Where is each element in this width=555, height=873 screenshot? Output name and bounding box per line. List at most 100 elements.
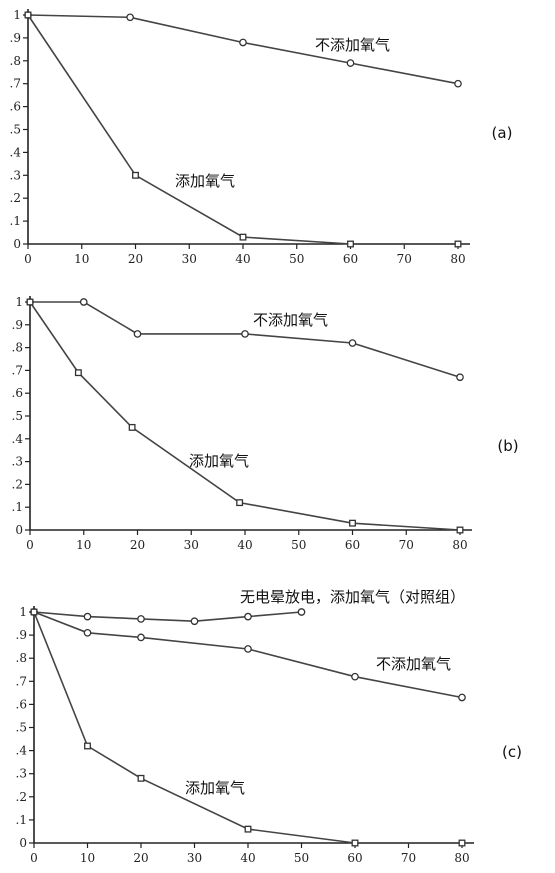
x-tick-label: 70: [401, 851, 416, 865]
y-tick-label: .2: [16, 790, 27, 804]
data-point: [137, 615, 145, 623]
data-point: [351, 672, 359, 681]
data-point: [297, 608, 306, 616]
y-tick-label: 1: [13, 8, 21, 22]
x-tick-label: 70: [397, 252, 412, 266]
x-tick-label: 0: [24, 252, 32, 266]
data-point: [456, 373, 464, 382]
x-tick-label: 20: [133, 851, 148, 865]
y-tick-label: 0: [13, 237, 21, 251]
y-tick-label: .3: [10, 168, 21, 182]
data-point: [30, 608, 38, 616]
series-label: 不添加氧气: [376, 655, 451, 673]
y-tick-label: .8: [12, 341, 23, 355]
data-point: [346, 59, 355, 67]
data-point: [244, 645, 252, 653]
series-label: 添加氧气: [175, 172, 235, 190]
x-tick-label: 10: [76, 538, 91, 552]
y-tick-label: .5: [10, 123, 21, 137]
series-label: 不添加氧气: [315, 36, 390, 54]
series-line: [33, 611, 463, 699]
data-point: [137, 633, 145, 642]
data-point: [128, 423, 136, 431]
y-tick-label: .6: [10, 100, 21, 114]
panel-label: (b): [497, 437, 518, 455]
y-tick-label: .7: [12, 363, 23, 377]
x-tick-label: 40: [235, 252, 250, 266]
x-tick-label: 50: [289, 252, 304, 266]
series-line: [33, 611, 462, 844]
data-point: [190, 617, 199, 626]
y-tick-label: .4: [12, 432, 24, 446]
x-tick-label: 10: [80, 851, 95, 865]
x-tick-label: 40: [237, 538, 252, 552]
y-tick-label: .7: [16, 674, 27, 688]
y-tick-label: .6: [12, 386, 23, 400]
data-point: [351, 839, 359, 847]
x-tick-label: 50: [291, 538, 306, 552]
series-line: [27, 14, 458, 245]
data-point: [239, 38, 247, 47]
series-2: [26, 298, 464, 534]
data-point: [133, 330, 142, 338]
data-point: [83, 628, 92, 637]
data-point: [458, 693, 466, 702]
y-tick-label: .3: [16, 767, 27, 781]
y-tick-label: .3: [12, 455, 23, 469]
data-point: [244, 612, 252, 621]
x-tick-label: 60: [343, 252, 358, 266]
x-tick-label: 20: [128, 252, 143, 266]
x-tick-label: 80: [454, 851, 469, 865]
y-tick-label: .2: [10, 191, 21, 205]
data-point: [454, 240, 462, 248]
series-label: 添加氧气: [185, 779, 245, 797]
data-point: [458, 839, 466, 847]
data-point: [349, 519, 356, 527]
data-point: [454, 79, 462, 88]
data-point: [26, 298, 34, 306]
x-tick-label: 80: [452, 538, 467, 552]
y-tick-label: 0: [15, 523, 23, 537]
data-point: [456, 526, 464, 534]
y-tick-label: .1: [16, 813, 27, 827]
chart-panel-2: 0.1.2.3.4.5.6.7.8.910 10 20 30 40 50 60 70 80不添加…: [12, 295, 519, 552]
data-point: [347, 240, 354, 248]
data-point: [24, 11, 32, 19]
x-tick-label: 0: [30, 851, 38, 865]
series-label: 不添加氧气: [253, 311, 328, 329]
y-tick-label: .4: [10, 145, 22, 159]
data-point: [236, 499, 244, 507]
x-tick-label: 30: [187, 851, 202, 865]
series-label: 无电晕放电，添加氧气（对照组）: [240, 588, 465, 606]
data-point: [83, 612, 92, 621]
x-tick-label: 50: [294, 851, 309, 865]
series-label: 添加氧气: [189, 452, 249, 470]
series-1: [24, 11, 462, 88]
data-point: [74, 369, 82, 377]
series-1: [26, 298, 464, 382]
series-1: [30, 608, 306, 626]
chart-panel-1: 0.1.2.3.4.5.6.7.8.910 10 20 30 40 50 60 70 80不添加…: [10, 8, 513, 266]
series-line: [29, 301, 461, 531]
y-tick-label: 1: [15, 295, 23, 309]
panel-label: (a): [492, 124, 513, 142]
y-tick-label: .9: [10, 31, 21, 45]
x-tick-label: 80: [450, 252, 465, 266]
series-line: [33, 611, 302, 623]
y-tick-label: .8: [16, 651, 27, 665]
data-point: [239, 233, 247, 241]
series-2: [24, 11, 462, 248]
y-tick-label: .8: [10, 54, 21, 68]
y-tick-label: .1: [12, 500, 23, 514]
x-tick-label: 20: [130, 538, 145, 552]
series-3: [30, 608, 466, 847]
series-line: [30, 301, 461, 378]
data-point: [244, 825, 252, 833]
x-tick-label: 0: [26, 538, 34, 552]
data-point: [126, 13, 134, 22]
y-tick-label: .2: [12, 477, 23, 491]
y-tick-label: .9: [16, 628, 27, 642]
y-tick-label: .5: [12, 409, 23, 423]
y-tick-label: .6: [16, 697, 27, 711]
